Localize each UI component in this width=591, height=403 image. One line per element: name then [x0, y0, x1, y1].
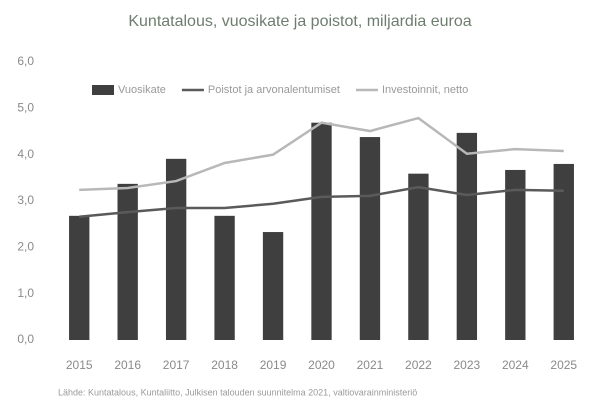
- chart-title: Kuntatalous, vuosikate ja poistot, milja…: [128, 13, 471, 30]
- legend-label: Vuosikate: [118, 84, 166, 96]
- y-tick-label: 3,0: [17, 193, 34, 207]
- source: Lähde: Kuntatalous, Kuntaliitto, Julkise…: [58, 387, 417, 397]
- y-tick-label: 1,0: [17, 286, 34, 300]
- x-tick-label: 2015: [66, 358, 93, 372]
- y-tick-label: 4,0: [17, 147, 34, 161]
- bar: [505, 169, 526, 340]
- legend-swatch: [92, 85, 114, 95]
- y-tick-label: 6,0: [17, 54, 34, 68]
- line: [79, 116, 564, 192]
- legend-label: Investoinnit, netto: [382, 84, 468, 96]
- y-tick-label: 0,0: [17, 332, 34, 346]
- bar: [214, 215, 235, 340]
- x-tick-label: 2022: [405, 358, 432, 372]
- bar: [165, 158, 187, 340]
- x-tick-label: 2020: [308, 358, 335, 372]
- legend-label: Poistot ja arvonalentumiset: [208, 84, 340, 96]
- x-tick-label: 2018: [211, 358, 238, 372]
- x-tick-label: 2024: [502, 358, 529, 372]
- bar: [359, 137, 381, 340]
- bar: [117, 183, 138, 340]
- line: [79, 185, 564, 218]
- x-tick-label: 2025: [550, 358, 577, 372]
- x-tick-label: 2021: [357, 358, 384, 372]
- x-tick-label: 2016: [114, 358, 141, 372]
- y-tick-label: 2,0: [17, 240, 34, 254]
- bar: [408, 173, 429, 340]
- bar: [311, 122, 332, 341]
- bar: [262, 232, 284, 340]
- x-tick-label: 2019: [260, 358, 287, 372]
- bar: [456, 132, 478, 340]
- bar: [69, 215, 90, 340]
- y-tick-label: 5,0: [17, 101, 34, 115]
- x-tick-label: 2023: [454, 358, 481, 372]
- bar: [553, 163, 574, 340]
- x-tick-label: 2017: [163, 358, 190, 372]
